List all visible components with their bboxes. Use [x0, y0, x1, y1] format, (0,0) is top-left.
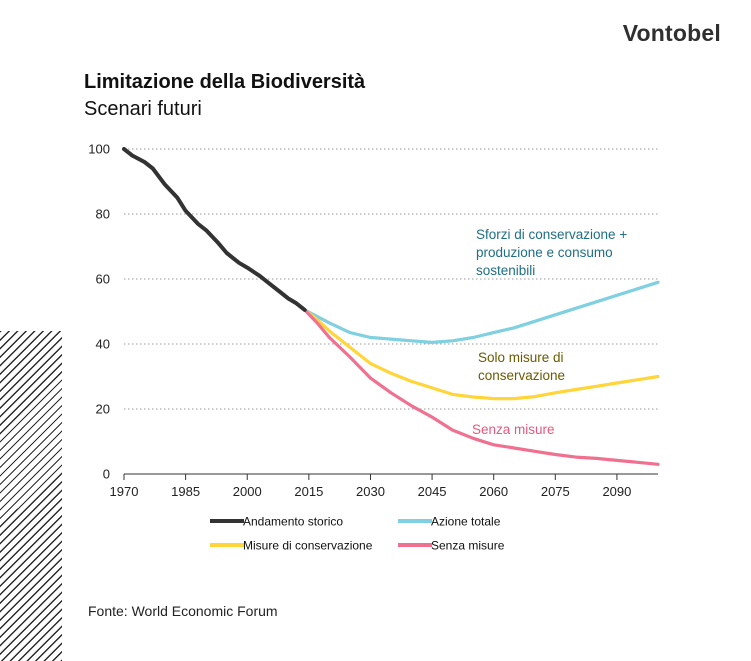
series-line-historic — [122, 147, 307, 312]
y-tick-label-100: 100 — [88, 142, 110, 157]
annotation-total-line-0: Sforzi di conservazione + — [476, 227, 627, 242]
annotation-total-line-2: sostenibili — [476, 263, 535, 278]
series-line-total — [303, 280, 660, 344]
legend-label-total: Azione totale — [431, 515, 501, 529]
legend-label-historic: Andamento storico — [243, 515, 343, 529]
legend-label-conservation: Misure di conservazione — [243, 539, 373, 553]
x-tick-label-2060: 2060 — [479, 484, 508, 499]
series-line-none — [303, 308, 660, 466]
chart-title: Limitazione della Biodiversità — [84, 71, 366, 93]
x-tick-label-2075: 2075 — [541, 484, 570, 499]
x-tick-label-2030: 2030 — [356, 484, 385, 499]
chart-subtitle: Scenari futuri — [84, 98, 202, 120]
brand-logo: Vontobel — [622, 20, 721, 46]
annotation-none-line-0: Senza misure — [472, 422, 555, 437]
y-tick-label-60: 60 — [96, 272, 110, 287]
annotation-total-line-1: produzione e consumo — [476, 245, 613, 260]
decorative-hatch-pattern — [0, 331, 62, 661]
y-tick-label-20: 20 — [96, 402, 110, 417]
x-tick-label-2045: 2045 — [418, 484, 447, 499]
y-tick-label-40: 40 — [96, 337, 110, 352]
series-line-conservation — [303, 308, 660, 401]
legend-label-none: Senza misure — [431, 539, 505, 553]
y-tick-label-80: 80 — [96, 207, 110, 222]
source-note: Fonte: World Economic Forum — [88, 603, 278, 619]
x-tick-label-2000: 2000 — [233, 484, 262, 499]
y-tick-label-0: 0 — [103, 467, 110, 482]
annotation-conservation-line-1: conservazione — [478, 368, 565, 383]
x-tick-label-1970: 1970 — [110, 484, 139, 499]
x-tick-label-2015: 2015 — [294, 484, 323, 499]
x-tick-label-1985: 1985 — [171, 484, 200, 499]
x-tick-label-2090: 2090 — [602, 484, 631, 499]
annotation-conservation-line-0: Solo misure di — [478, 350, 564, 365]
